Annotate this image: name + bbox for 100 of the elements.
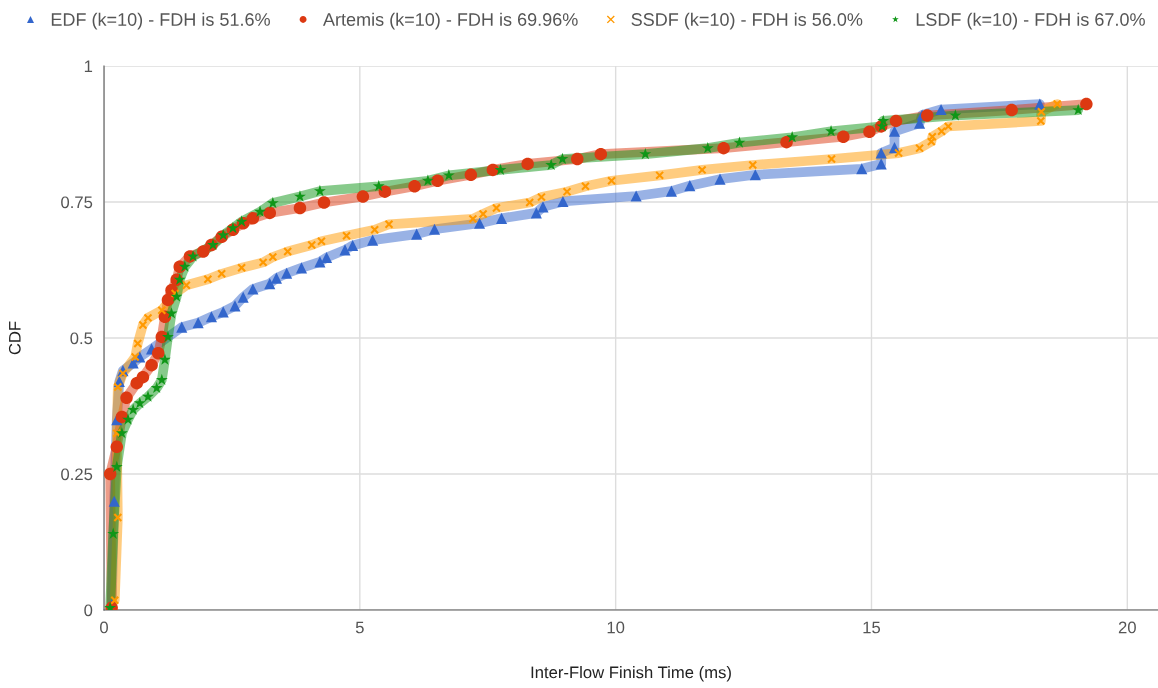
point	[748, 160, 758, 170]
point	[525, 198, 535, 208]
point	[464, 168, 478, 182]
point	[170, 290, 183, 302]
point	[825, 125, 837, 137]
point	[307, 240, 317, 250]
point	[187, 250, 199, 262]
point	[176, 321, 188, 333]
point	[701, 141, 714, 154]
point	[104, 467, 117, 481]
point	[342, 231, 352, 241]
point	[557, 195, 569, 208]
point	[837, 130, 850, 143]
legend-label: Artemis (k=10) - FDH is 69.96%	[322, 12, 578, 30]
point	[780, 135, 793, 149]
point	[264, 278, 276, 290]
point	[580, 181, 590, 191]
y-tick-label: 0.5	[70, 332, 93, 345]
point	[113, 382, 123, 392]
y-tick-label: 0.25	[61, 468, 93, 481]
point	[110, 440, 124, 454]
point	[665, 185, 677, 197]
point	[127, 403, 140, 415]
point	[237, 263, 247, 273]
point	[246, 212, 260, 225]
point	[158, 353, 171, 365]
point	[120, 391, 133, 405]
point	[247, 283, 259, 295]
point	[697, 165, 707, 175]
point	[1072, 103, 1085, 116]
point	[494, 163, 507, 175]
y-axis-title: CDF	[8, 321, 21, 355]
x-tick-label: 0	[100, 621, 108, 634]
point	[115, 426, 128, 439]
point	[192, 317, 204, 329]
point	[145, 358, 158, 372]
point	[935, 103, 947, 116]
point	[537, 201, 549, 213]
point	[313, 184, 326, 197]
point	[889, 114, 903, 128]
x-tick-label: 10	[607, 621, 625, 634]
point	[1052, 99, 1062, 109]
y-tick-label: 0	[84, 604, 93, 617]
point	[283, 246, 293, 257]
point	[607, 176, 617, 186]
point	[1005, 103, 1018, 117]
legend-label: SSDF (k=10) - FDH is 56.0%	[631, 12, 863, 30]
point	[217, 269, 227, 279]
point	[630, 190, 642, 202]
point	[545, 158, 558, 171]
point	[915, 143, 925, 153]
point	[949, 109, 962, 121]
point	[684, 180, 696, 192]
point	[888, 125, 901, 137]
x-axis-title: Inter-Flow Finish Time (ms)	[531, 666, 731, 682]
point	[943, 121, 953, 131]
point	[411, 228, 423, 240]
point	[496, 212, 508, 224]
point	[295, 262, 308, 274]
point	[110, 460, 123, 472]
point	[594, 147, 608, 161]
point	[875, 147, 887, 159]
point	[281, 267, 293, 279]
point	[339, 244, 351, 256]
point	[136, 370, 150, 384]
point	[293, 201, 307, 215]
point	[165, 307, 178, 319]
point	[229, 300, 241, 312]
point	[786, 131, 799, 143]
point	[178, 260, 191, 272]
x-tick-label: 15	[863, 621, 881, 634]
point	[321, 251, 333, 264]
point	[316, 236, 326, 246]
legend-label: EDF (k=10) - FDH is 51.6%	[51, 12, 270, 30]
point	[108, 495, 120, 507]
point	[521, 157, 534, 171]
point	[347, 239, 359, 252]
point	[428, 223, 441, 235]
point	[536, 192, 546, 202]
point	[314, 256, 326, 268]
y-tick-label: 1	[84, 60, 93, 73]
point	[408, 179, 421, 193]
point	[113, 513, 123, 523]
point	[127, 357, 139, 369]
point	[170, 288, 180, 298]
point	[263, 206, 277, 220]
point	[827, 154, 837, 164]
point	[717, 141, 730, 155]
point	[431, 174, 444, 188]
point	[130, 352, 140, 362]
point	[1036, 107, 1046, 117]
point	[268, 252, 278, 262]
point	[367, 234, 379, 246]
point	[937, 126, 947, 136]
point	[877, 114, 890, 126]
y-tick-label: 0.75	[61, 196, 93, 209]
point	[254, 205, 266, 217]
point	[927, 132, 937, 142]
point	[133, 397, 146, 409]
point	[714, 173, 726, 185]
